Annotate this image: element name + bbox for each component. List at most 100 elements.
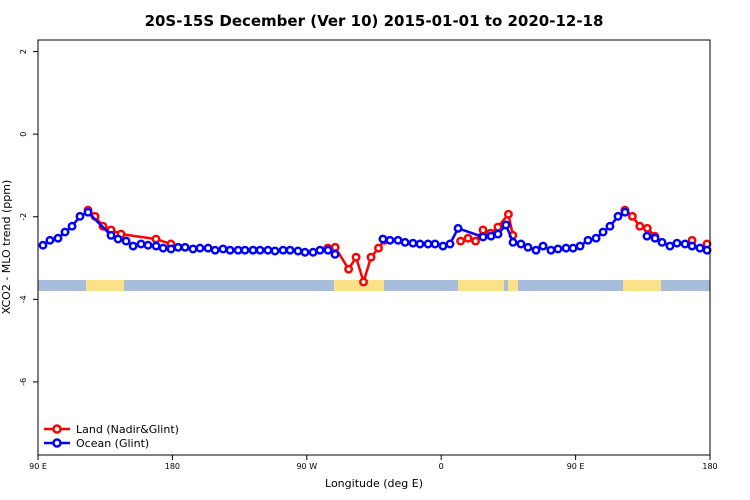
data-point [657,237,667,247]
data-point [248,245,258,255]
data-point [501,220,511,230]
data-point [438,241,448,251]
data-point [423,239,433,249]
data-point [385,235,395,245]
x-tick-label: 180 [702,462,717,471]
data-point [471,236,480,246]
data-point [453,223,463,233]
data-point [546,245,556,255]
data-point [445,239,455,249]
x-axis-label: Longitude (deg E) [325,477,423,490]
data-point [173,242,183,252]
data-point [493,229,503,239]
data-point [635,221,645,231]
data-point [151,241,161,251]
data-point [203,243,213,253]
data-point [702,245,712,255]
data-point [613,211,623,221]
data-point [642,223,652,233]
data-point [393,235,403,245]
data-point [83,207,93,217]
data-point [605,221,615,231]
data-point [598,227,608,237]
data-point [323,245,333,255]
legend-label: Ocean (Glint) [76,437,149,450]
land-ocean-strip [38,280,710,291]
data-point [378,234,388,244]
data-point [293,246,303,256]
data-point [225,245,235,255]
x-tick-label: 180 [165,462,180,471]
y-tick-label: -4 [19,295,28,303]
y-tick-label: 2 [19,49,28,54]
legend-swatch [52,438,62,448]
data-point [255,245,265,255]
data-point [366,252,376,262]
data-point [591,233,601,243]
data-point [315,245,325,255]
y-tick-label: -2 [19,213,28,221]
data-point [486,231,496,241]
chart-title: 20S-15S December (Ver 10) 2015-01-01 to … [145,12,604,30]
data-point [270,246,280,256]
data-point [285,245,295,255]
y-axis-label: XCO2 - MLO trend (ppm) [0,180,13,315]
data-point [408,238,418,248]
data-point [308,247,318,257]
data-point [158,243,168,253]
x-tick-label: 90 E [29,462,47,471]
data-point [151,234,161,244]
data-point [665,241,675,251]
data-point [553,244,563,254]
plot-frame [37,39,711,456]
data-point [210,245,220,255]
data-point [538,241,548,251]
data-point [330,249,340,259]
data-point [113,234,123,244]
legend-label: Land (Nadir&Glint) [76,423,179,436]
data-point [67,221,77,231]
data-point [278,245,288,255]
data-point [136,239,146,249]
x-tick-label: 90 W [296,462,317,471]
data-point [38,240,48,250]
data-point [508,237,518,247]
data-point [240,245,250,255]
data-point [478,232,488,242]
data-point [359,277,368,287]
data-point [344,264,354,274]
legend-swatch [52,424,62,434]
x-tick-label: 90 E [567,462,585,471]
data-point [575,241,585,251]
data-point [180,242,190,252]
data-point [493,222,503,232]
data-point [195,243,205,253]
data-point [620,207,630,217]
data-point [650,233,660,243]
data-point [53,233,63,243]
data-point [351,252,361,262]
data-point [400,237,410,247]
data-point [374,243,383,253]
data-point [672,238,682,248]
y-tick-label: 0 [19,132,28,137]
data-point [627,211,637,221]
data-point [330,242,340,252]
data-point [128,241,138,251]
data-point [561,243,571,253]
data-point [642,231,652,241]
data-point [45,235,55,245]
data-point [680,239,690,249]
data-point [188,244,198,254]
data-point [516,239,526,249]
data-point [263,245,273,255]
data-point [503,209,513,219]
plot-area [38,207,712,287]
data-point [687,241,697,251]
data-point [523,242,533,252]
data-point [463,233,473,243]
data-point [568,243,578,253]
data-point [166,244,176,254]
data-point [218,244,228,254]
